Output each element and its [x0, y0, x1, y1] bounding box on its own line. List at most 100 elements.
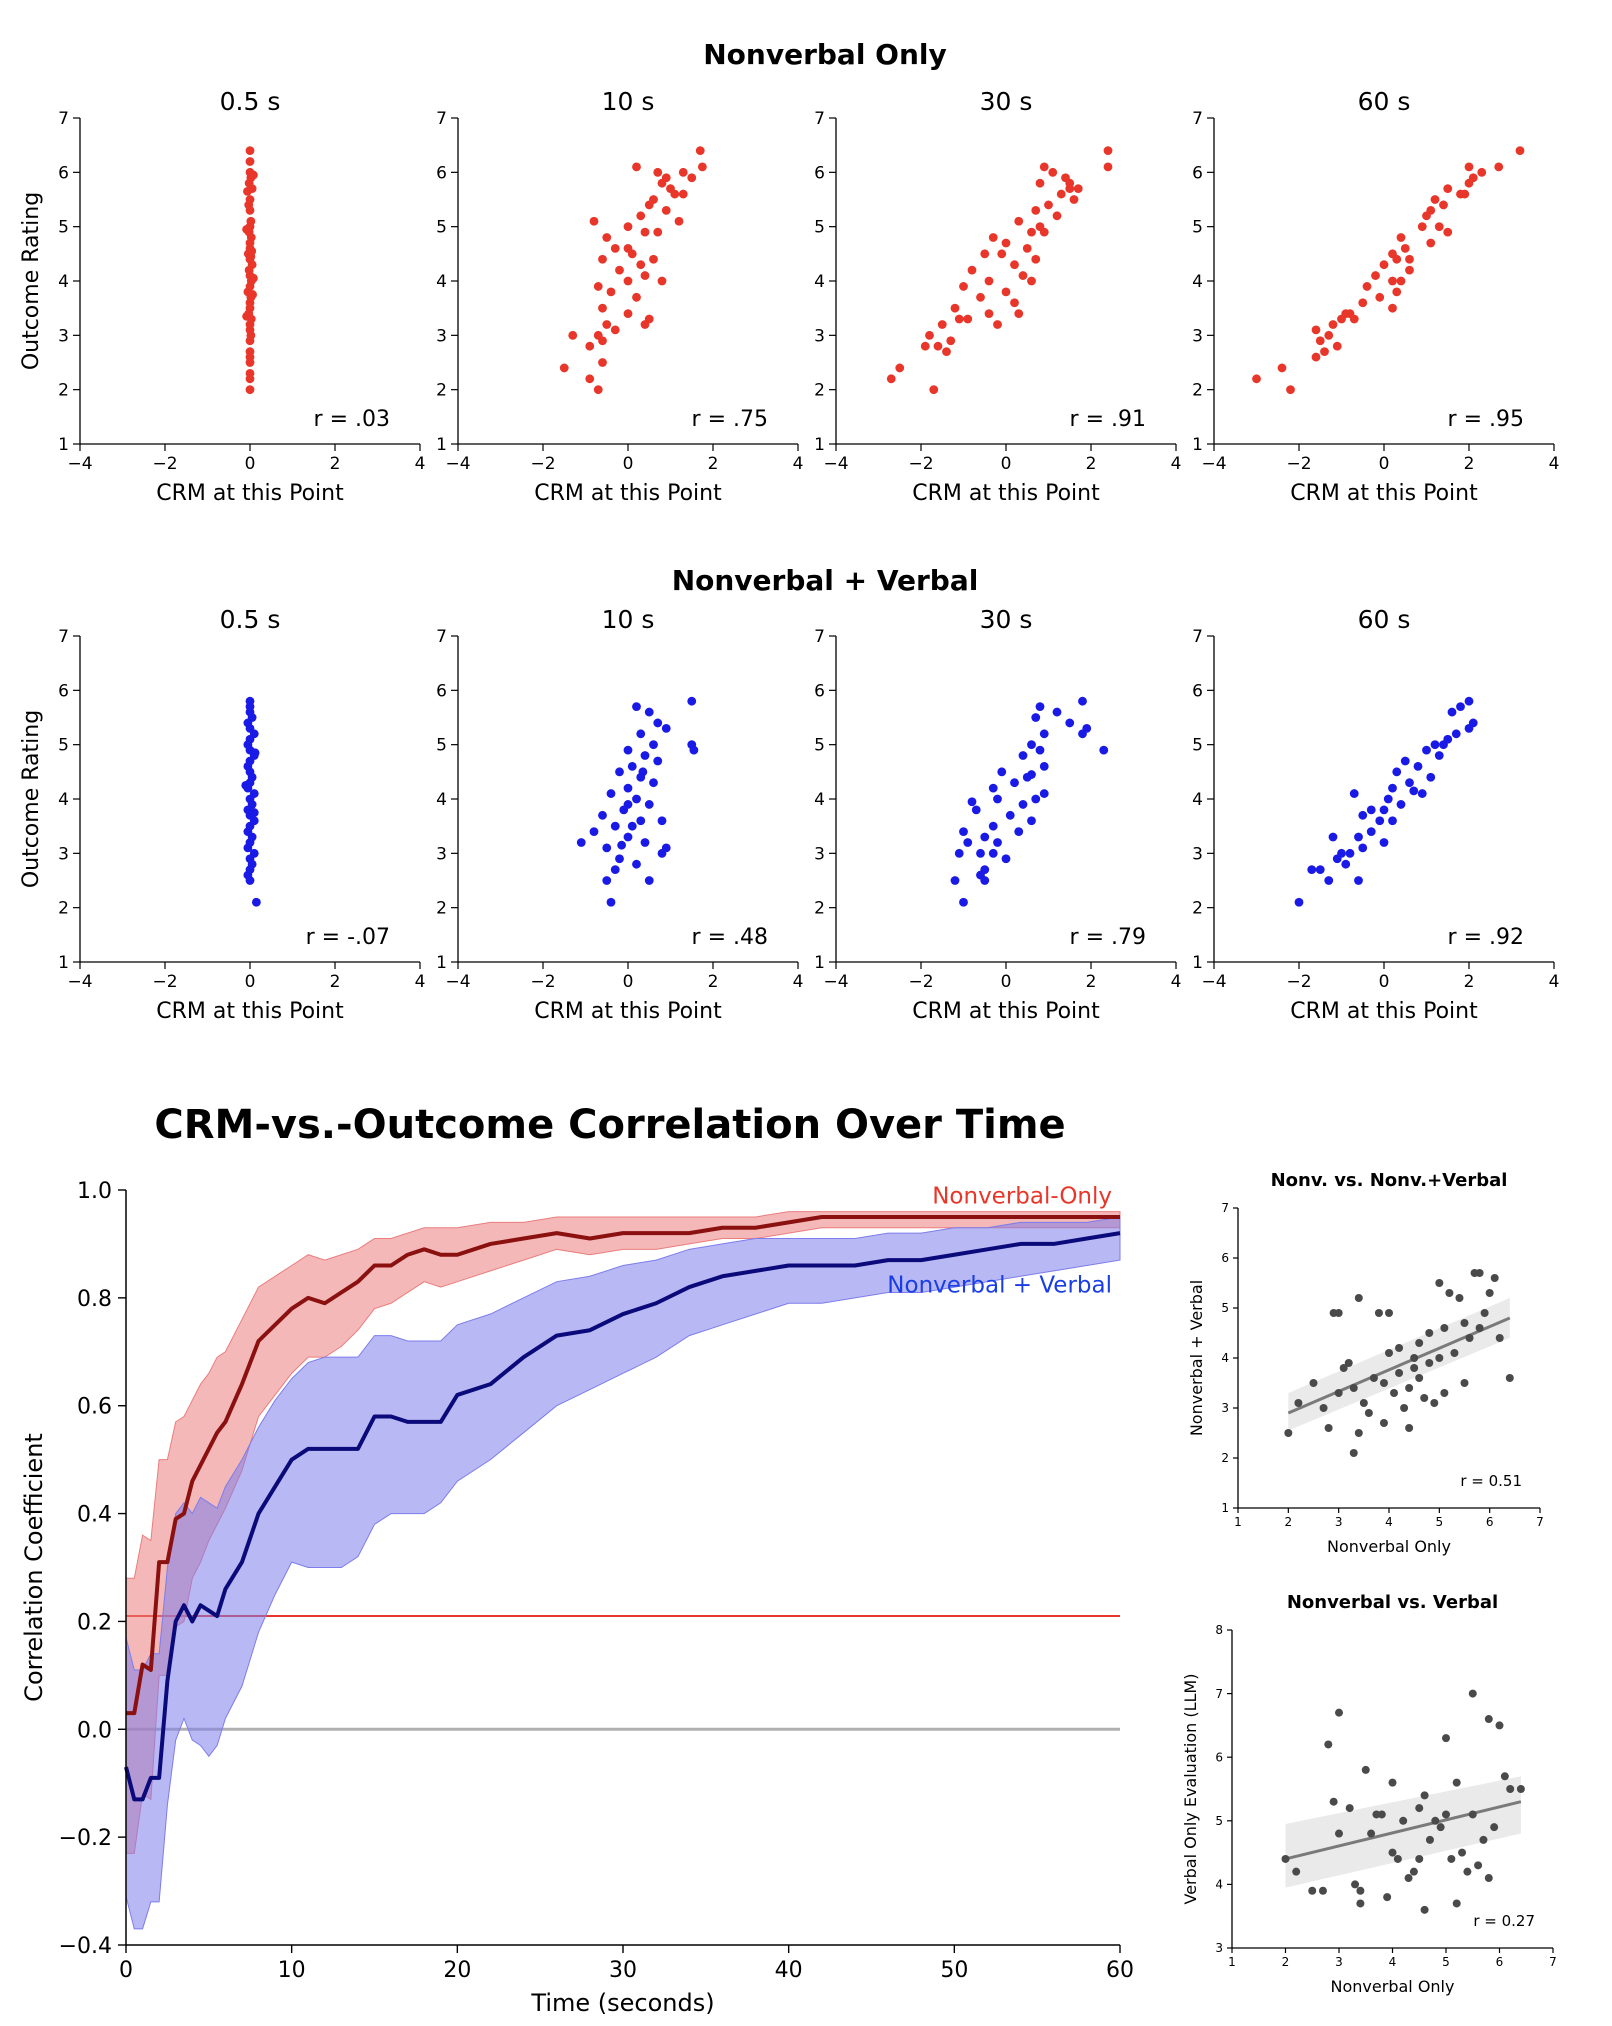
data-point [657, 848, 667, 858]
x-tick-label: −2 [530, 972, 555, 992]
data-point [1434, 222, 1444, 232]
data-point [1369, 1374, 1378, 1382]
data-point [1065, 184, 1075, 194]
data-point [598, 810, 607, 820]
data-point [1039, 162, 1049, 172]
data-point [598, 303, 607, 313]
data-point [1400, 244, 1410, 253]
x-tick-label: 4 [1171, 454, 1182, 474]
data-point [1396, 233, 1406, 242]
data-point [1361, 1765, 1370, 1774]
data-point [653, 718, 663, 728]
data-point [243, 186, 252, 196]
data-point [602, 233, 612, 242]
data-point [245, 358, 255, 367]
y-tick-label: 6 [1192, 163, 1203, 183]
x-axis-label: Nonverbal Only [1327, 1537, 1451, 1556]
data-point [1477, 167, 1487, 177]
data-point [959, 827, 968, 836]
data-point [1439, 740, 1448, 750]
data-point [1456, 702, 1465, 712]
data-point [245, 205, 255, 215]
data-point [1048, 167, 1058, 177]
data-point [1410, 1354, 1419, 1362]
data-point [1434, 751, 1444, 760]
data-point [610, 865, 620, 875]
comparison-scatter-panel: 1 2 3 4 5 6 7 3 4 5 6 7 8 Nonverbal vs. Verbal r = 0.2… [1181, 1592, 1557, 1996]
data-point [988, 233, 998, 242]
data-point [1052, 211, 1062, 221]
panel-title: 0.5 s [220, 87, 281, 116]
data-point [1315, 336, 1325, 346]
x-axis-label: CRM at this Point [156, 481, 344, 506]
x-tick-label: −4 [67, 454, 92, 474]
data-point [1484, 1715, 1493, 1724]
data-point [1506, 1785, 1515, 1793]
data-point [636, 816, 646, 826]
y-tick-label: −0.4 [59, 1934, 112, 1959]
data-point [610, 325, 620, 335]
data-point [1069, 195, 1079, 204]
y-tick-label: 0.2 [77, 1610, 112, 1635]
data-point [661, 205, 671, 215]
y-tick-label: 1 [58, 953, 69, 973]
scatter-panel: −4 −2 0 2 4 1 2 3 4 5 6 7 0.5 s r = .03 CRM at this Po… [19, 87, 425, 506]
y-tick-label: 5 [436, 218, 447, 238]
y-tick-label: 5 [58, 736, 69, 756]
x-tick-label: −2 [908, 454, 933, 474]
data-point [1320, 347, 1329, 357]
data-point [1447, 1854, 1456, 1863]
data-point [1332, 854, 1342, 864]
data-point [644, 876, 654, 885]
correlation-label: r = 0.51 [1460, 1472, 1522, 1490]
data-point [980, 876, 990, 885]
x-tick-label: 10 [278, 1958, 306, 1983]
correlation-label: r = 0.27 [1473, 1912, 1535, 1930]
data-point [1460, 189, 1470, 199]
data-point [598, 254, 607, 264]
data-point [1345, 848, 1355, 858]
data-point [638, 767, 648, 777]
data-point [1374, 1309, 1383, 1317]
data-point [963, 314, 973, 324]
y-tick-label: 1 [814, 435, 825, 455]
x-tick-label: −4 [445, 454, 470, 474]
x-tick-label: 5 [1436, 1515, 1444, 1529]
scatter-panel: −4 −2 0 2 4 1 2 3 4 5 6 7 60 s r = .92 CRM at this Poi… [1192, 605, 1559, 1024]
data-point [242, 224, 252, 234]
data-point [980, 832, 990, 842]
x-axis-label: CRM at this Point [1290, 999, 1478, 1024]
data-point [627, 821, 637, 831]
x-tick-label: 0 [245, 972, 256, 992]
y-tick-label: 4 [814, 790, 825, 810]
y-axis-label: Verbal Only Evaluation (LLM) [1181, 1674, 1200, 1905]
data-point [1324, 1740, 1333, 1749]
correlation-label: r = -.07 [306, 925, 390, 950]
data-point [689, 745, 699, 755]
panel-title: Nonv. vs. Nonv.+Verbal [1271, 1170, 1508, 1191]
data-point [1396, 800, 1406, 809]
nonverbal-verbal-legend-label: Nonverbal + Verbal [887, 1272, 1112, 1298]
data-point [1475, 1269, 1484, 1277]
x-tick-label: 2 [708, 454, 719, 474]
panel-title: 30 s [980, 87, 1033, 116]
data-point [1375, 292, 1385, 302]
y-tick-label: 4 [58, 272, 69, 292]
x-tick-label: 30 [609, 1958, 637, 1983]
row1-title: Nonverbal Only [703, 38, 947, 71]
data-point [1039, 729, 1049, 739]
data-point [1371, 271, 1380, 280]
y-tick-label: 8 [1215, 1623, 1223, 1637]
data-point [1335, 1829, 1343, 1838]
data-point [1354, 876, 1363, 885]
data-point [1415, 1854, 1424, 1863]
data-point [1039, 762, 1049, 771]
data-point [1103, 146, 1113, 156]
x-tick-label: −2 [908, 972, 933, 992]
scatter-panel: −4 −2 0 2 4 1 2 3 4 5 6 7 60 s r = .95 CRM at this Poi… [1192, 87, 1559, 506]
data-point [1392, 254, 1402, 264]
data-point [1001, 287, 1011, 297]
data-point [687, 696, 697, 706]
data-point [1450, 1349, 1459, 1357]
data-point [1286, 385, 1295, 395]
